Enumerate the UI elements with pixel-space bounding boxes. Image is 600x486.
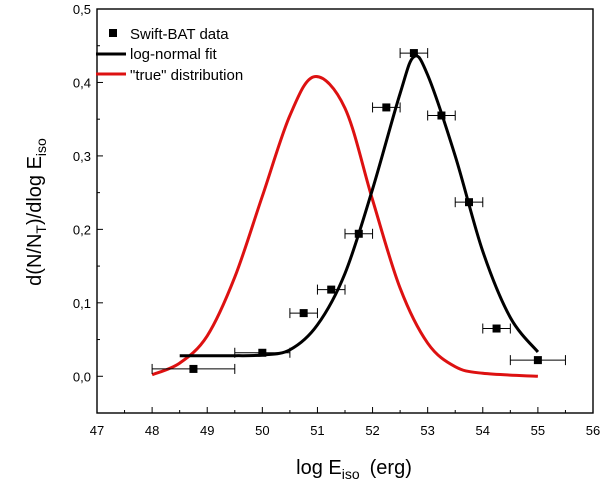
y-axis-label: d(N/NT)/dlog Eiso bbox=[24, 138, 49, 286]
y-tick-label: 0,2 bbox=[73, 222, 91, 237]
legend-marker-swift-bat bbox=[109, 29, 117, 37]
y-axis-ticks: 0,0 0,1 0,2 0,3 0,4 0,5 bbox=[73, 2, 103, 384]
data-point bbox=[189, 364, 198, 373]
data-point bbox=[299, 309, 308, 318]
y-tick-label: 0,4 bbox=[73, 75, 91, 90]
legend-label-true-distribution: "true" distribution bbox=[130, 67, 243, 84]
x-tick-label: 53 bbox=[420, 423, 434, 438]
data-point bbox=[354, 229, 363, 238]
x-tick-label: 49 bbox=[200, 423, 214, 438]
x-tick-label: 55 bbox=[531, 423, 545, 438]
x-tick-label: 51 bbox=[310, 423, 324, 438]
lognormal-fit-curve bbox=[179, 54, 540, 358]
data-point bbox=[437, 111, 446, 120]
data-point bbox=[533, 356, 542, 365]
y-tick-label: 0,1 bbox=[73, 296, 91, 311]
x-tick-label: 50 bbox=[255, 423, 269, 438]
x-axis-ticks: 47 48 49 50 51 52 53 54 55 56 bbox=[90, 407, 600, 438]
legend-label-lognormal-fit: log-normal fit bbox=[130, 46, 218, 63]
data-point bbox=[465, 198, 473, 207]
x-axis-label: log Eiso (erg) bbox=[296, 457, 412, 482]
y-tick-label: 0,5 bbox=[73, 2, 91, 17]
x-tick-label: 54 bbox=[476, 423, 490, 438]
legend: Swift-BAT data log-normal fit "true" dis… bbox=[96, 26, 243, 84]
data-point bbox=[409, 49, 418, 58]
x-tick-label: 52 bbox=[365, 423, 379, 438]
x-tick-label: 56 bbox=[586, 423, 600, 438]
x-tick-label: 48 bbox=[145, 423, 159, 438]
series-layer bbox=[151, 48, 566, 378]
data-point bbox=[492, 324, 501, 333]
legend-label-swift-bat: Swift-BAT data bbox=[130, 26, 229, 43]
data-point bbox=[382, 103, 391, 112]
data-point bbox=[258, 348, 267, 357]
data-point bbox=[327, 285, 336, 294]
y-tick-label: 0,3 bbox=[73, 149, 91, 164]
x-tick-label: 47 bbox=[90, 423, 104, 438]
y-tick-label: 0,0 bbox=[73, 369, 91, 384]
true-distribution-curve bbox=[151, 75, 538, 378]
